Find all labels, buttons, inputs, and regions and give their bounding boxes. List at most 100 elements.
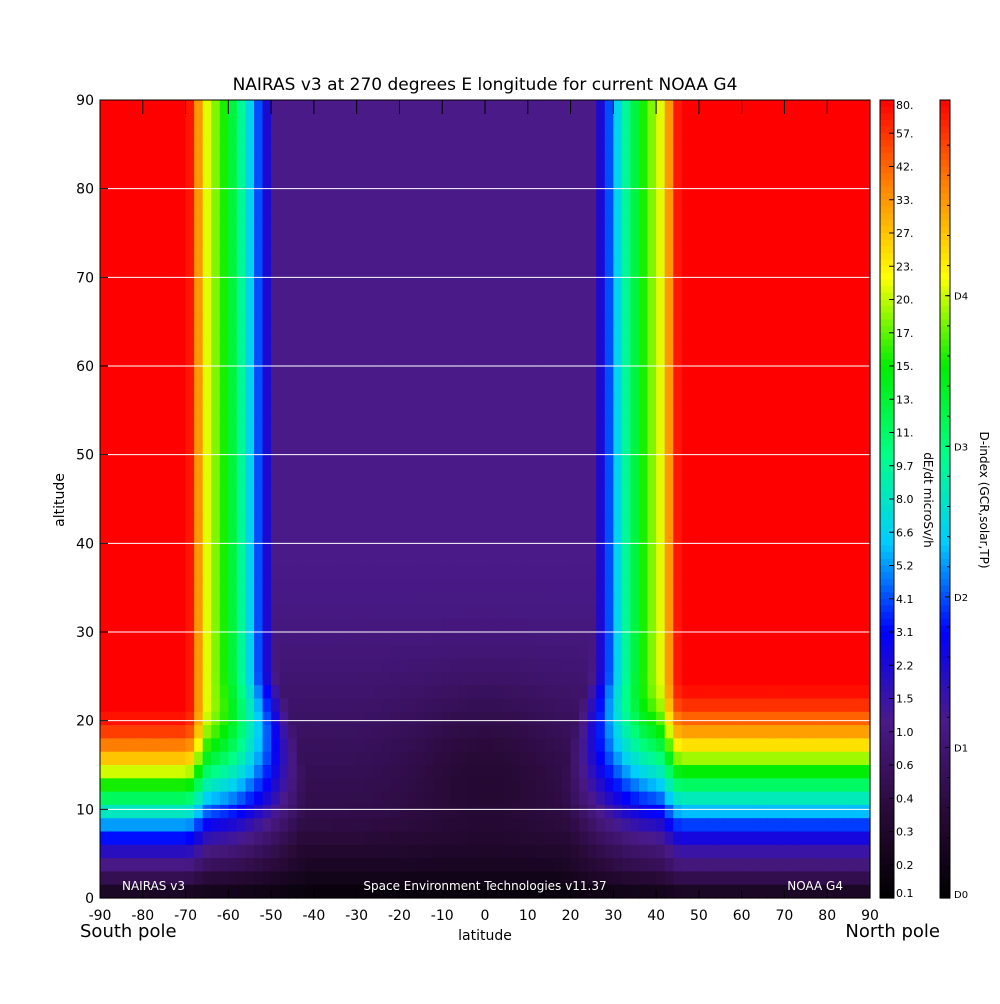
heatmap-cell [373,472,383,487]
heatmap-cell [664,778,674,793]
heatmap-cell [356,512,366,527]
heatmap-cell [177,698,187,713]
heatmap-cell [801,711,811,726]
heatmap-cell [579,818,589,833]
heatmap-cell [177,312,187,327]
heatmap-cell [425,512,435,527]
heatmap-cell [861,725,871,739]
heatmap-cell [639,459,649,473]
heatmap-cell [570,512,580,527]
heatmap-cell [134,405,144,420]
heatmap-cell [459,113,469,128]
heatmap-cell [647,405,657,420]
heatmap-cell [254,352,264,367]
heatmap-cell [630,472,640,487]
heatmap-cell [211,711,221,726]
heatmap-cell [793,605,803,620]
heatmap-cell [408,605,418,620]
heatmap-cell [493,139,503,154]
heatmap-cell [288,392,298,407]
heatmap-cell [339,339,349,354]
heatmap-cell [211,778,221,793]
heatmap-cell [339,671,349,686]
heatmap-cell [416,565,426,580]
heatmap-cell [390,725,401,739]
heatmap-cell [733,100,743,114]
heatmap-cell [664,632,674,646]
heatmap-cell [288,738,298,753]
heatmap-cell [408,751,418,766]
heatmap-cell [194,193,204,207]
heatmap-cell [288,312,298,327]
heatmap-cell [382,658,392,673]
heatmap-cell [596,791,606,806]
heatmap-cell [724,778,734,793]
heatmap-cell [827,711,837,726]
heatmap-cell [502,605,512,620]
heatmap-cell [604,751,614,766]
heatmap-cell [801,578,811,593]
heatmap-cell [433,246,443,261]
heatmap-cell [647,725,657,739]
heatmap-cell [793,312,803,327]
heatmap-cell [348,618,358,633]
heatmap-cell [587,193,597,207]
heatmap-cell [254,671,264,686]
heatmap-cell [690,499,700,513]
heatmap-cell [681,671,691,686]
heatmap-cell [784,113,794,128]
heatmap-cell [177,725,187,739]
heatmap-cell [587,804,597,819]
heatmap-cell [716,751,726,766]
heatmap-cell [810,219,820,234]
heatmap-cell [793,286,803,301]
heatmap-cell [570,632,580,646]
heatmap-cell [100,671,110,686]
heatmap-cell [228,272,238,287]
heatmap-cell [416,525,426,540]
heatmap-cell [245,259,255,274]
heatmap-cell [570,405,580,420]
heatmap-cell [450,366,460,380]
heatmap-cell [382,233,392,247]
heatmap-cell [305,259,315,274]
heatmap-cell [262,605,272,620]
heatmap-cell [442,392,452,407]
heatmap-cell [425,485,435,500]
heatmap-cell [527,193,537,207]
heatmap-cell [698,193,709,207]
heatmap-cell [698,658,709,673]
heatmap-cell [587,632,597,646]
heatmap-cell [450,552,460,567]
heatmap-cell [647,565,657,580]
heatmap-cell [125,299,135,314]
heatmap-cell [399,272,409,287]
heatmap-cell [630,725,640,739]
heatmap-cell [630,459,640,473]
heatmap-cell [339,312,349,327]
heatmap-cell [416,738,426,753]
heatmap-cell [177,272,187,287]
heatmap-cell [544,299,555,314]
heatmap-cell [125,100,135,114]
heatmap-cell [587,419,597,434]
heatmap-cell [151,778,161,793]
heatmap-cell [425,685,435,700]
heatmap-cell [818,578,828,593]
heatmap-cell [562,671,572,686]
heatmap-cell [690,778,700,793]
heatmap-cell [442,738,452,753]
heatmap-cell [510,366,520,380]
heatmap-cell [604,286,614,301]
heatmap-cell [656,246,666,261]
heatmap-cell [562,685,572,700]
heatmap-cell [108,804,118,819]
heatmap-cell [502,366,512,380]
heatmap-cell [733,512,743,527]
heatmap-cell [365,419,375,434]
heatmap-cell [108,326,118,340]
heatmap-cell [681,166,691,181]
heatmap-cell [741,552,751,567]
heatmap-cell [425,552,435,567]
heatmap-cell [810,312,820,327]
